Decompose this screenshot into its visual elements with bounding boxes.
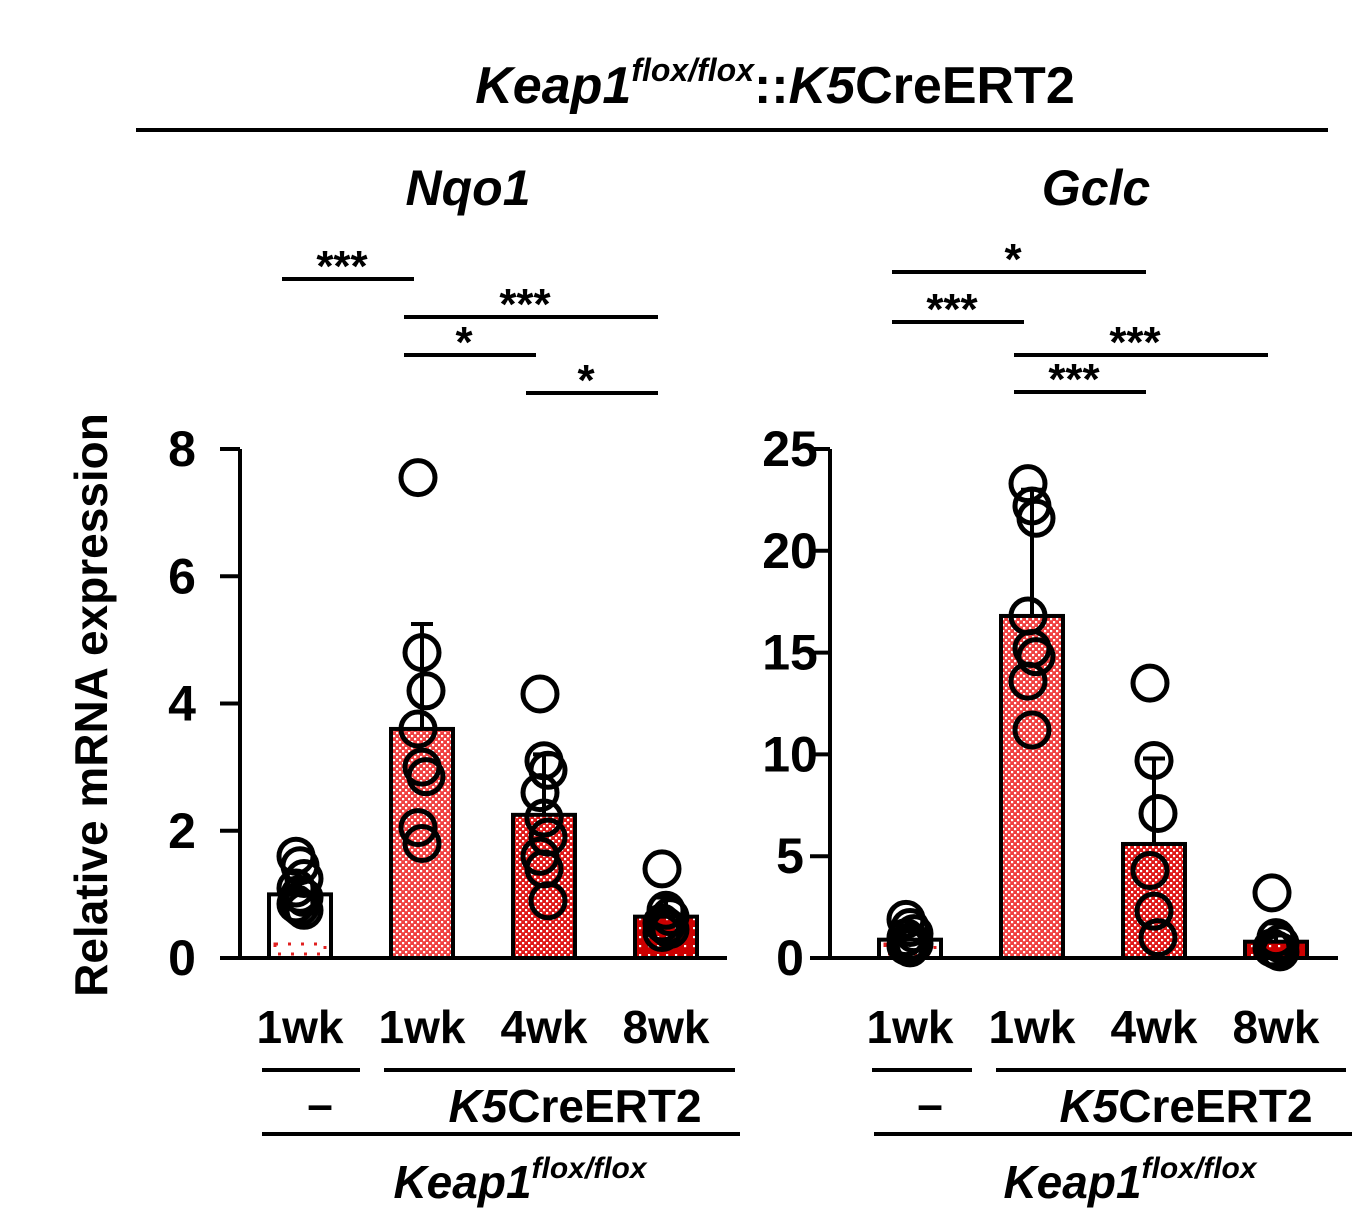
- data-point: [1016, 637, 1056, 677]
- x-tick-label: 1wk: [379, 1001, 466, 1053]
- significance-label: *: [1004, 235, 1022, 284]
- data-point: [280, 887, 320, 927]
- data-point: [1130, 850, 1170, 890]
- significance-label: ***: [926, 285, 978, 334]
- significance-label: ***: [1048, 355, 1100, 404]
- data-point: [890, 928, 930, 968]
- bar-texture: [883, 942, 937, 956]
- data-point: [1260, 932, 1300, 972]
- chart-title: Nqo1: [406, 160, 531, 216]
- figure-title-driver-rest: CreERT2: [855, 57, 1075, 115]
- data-point: [1016, 498, 1056, 538]
- data-point: [276, 868, 316, 908]
- group-label-genotype-gene: Keap1: [393, 1156, 531, 1208]
- significance-label: ***: [1109, 318, 1161, 367]
- group-label-genotype-gene: Keap1: [1003, 1156, 1141, 1208]
- data-point: [528, 750, 568, 790]
- figure-title-separator: ::: [754, 57, 789, 115]
- data-point: [402, 633, 442, 673]
- significance-label: ***: [499, 280, 551, 329]
- y-tick-label: 6: [168, 548, 196, 604]
- significance-label: *: [577, 356, 595, 405]
- group-label-driver-italic: K5: [1059, 1080, 1119, 1132]
- y-axis-label: Relative mRNA expression: [65, 413, 117, 997]
- data-point: [398, 458, 438, 498]
- chart-title: Gclc: [1042, 160, 1151, 216]
- x-tick-label: 1wk: [989, 1001, 1076, 1053]
- figure-title-gene: Keap1: [475, 57, 631, 115]
- y-tick-label: 15: [762, 625, 818, 681]
- x-tick-label: 4wk: [1111, 1001, 1198, 1053]
- figure-title-driver-italic: K5: [789, 57, 857, 115]
- y-tick-label: 2: [168, 803, 196, 859]
- group-label-driver-italic: K5: [448, 1080, 508, 1132]
- data-point: [1134, 891, 1174, 931]
- y-tick-label: 0: [776, 930, 804, 986]
- y-tick-label: 5: [776, 828, 804, 884]
- y-tick-label: 4: [168, 676, 196, 732]
- data-point: [1138, 918, 1178, 958]
- group-label-genotype: Keap1flox/flox: [393, 1152, 647, 1208]
- data-point: [402, 823, 442, 863]
- figure-title: Keap1flox/flox::K5CreERT2: [136, 52, 1328, 132]
- x-tick-label: 1wk: [867, 1001, 954, 1053]
- significance-label: *: [455, 318, 473, 367]
- x-tick-label: 8wk: [623, 1001, 710, 1053]
- data-point: [1008, 661, 1048, 701]
- data-point: [284, 890, 324, 930]
- data-point: [642, 849, 682, 889]
- x-tick-label: 1wk: [257, 1001, 344, 1053]
- x-tick-label: 4wk: [501, 1001, 588, 1053]
- data-point: [1130, 663, 1170, 703]
- y-tick-label: 8: [168, 421, 196, 477]
- data-point: [406, 757, 446, 797]
- group-label-driver: K5CreERT2: [448, 1080, 701, 1132]
- data-point: [642, 913, 682, 953]
- data-point: [398, 808, 438, 848]
- data-point: [1134, 741, 1174, 781]
- y-tick-label: 20: [762, 523, 818, 579]
- group-label-control: –: [917, 1078, 943, 1130]
- y-tick-label: 0: [168, 930, 196, 986]
- y-tick-label: 25: [762, 421, 818, 477]
- data-point: [276, 884, 316, 924]
- data-point: [524, 798, 564, 838]
- significance-label: ***: [316, 242, 368, 291]
- group-label-driver-rest: CreERT2: [1118, 1080, 1312, 1132]
- bar-texture: [1003, 617, 1061, 956]
- figure-title-text: Keap1flox/flox::K5CreERT2: [475, 52, 1075, 115]
- data-point: [520, 773, 560, 813]
- group-label-driver-rest: CreERT2: [507, 1080, 701, 1132]
- data-point: [398, 709, 438, 749]
- data-point: [528, 881, 568, 921]
- group-label-control: –: [307, 1078, 333, 1130]
- group-label-genotype-allele: flox/flox: [1142, 1152, 1258, 1185]
- bar-texture: [273, 942, 327, 956]
- x-tick-label: 8wk: [1233, 1001, 1320, 1053]
- data-point: [520, 674, 560, 714]
- figure-title-allele: flox/flox: [631, 52, 755, 88]
- data-point: [1012, 710, 1052, 750]
- data-point: [1138, 793, 1178, 833]
- group-label-genotype: Keap1flox/flox: [1003, 1152, 1257, 1208]
- data-point: [406, 671, 446, 711]
- data-point: [646, 906, 686, 946]
- y-tick-label: 10: [762, 726, 818, 782]
- group-label-genotype-allele: flox/flox: [532, 1152, 648, 1185]
- group-label-driver: K5CreERT2: [1059, 1080, 1312, 1132]
- data-point: [1252, 873, 1292, 913]
